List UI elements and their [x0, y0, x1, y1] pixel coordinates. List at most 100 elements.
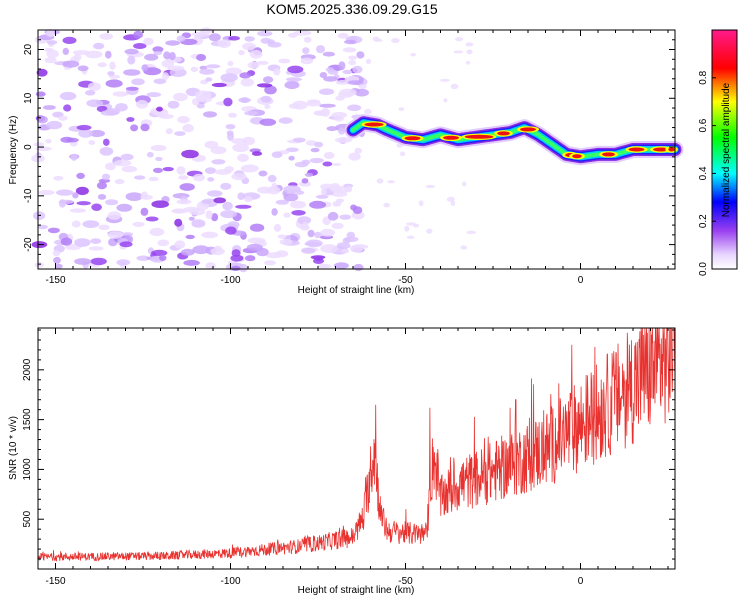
noise-blob [230, 254, 244, 262]
noise-blob [174, 131, 186, 137]
noise-blob [349, 244, 364, 253]
noise-blob [123, 69, 141, 76]
noise-blob [301, 178, 309, 184]
noise-blob [45, 138, 52, 144]
noise-blob [71, 220, 81, 228]
noise-blob [247, 61, 260, 69]
noise-blob [335, 137, 353, 143]
noise-blob [320, 244, 338, 254]
noise-blob [317, 263, 332, 269]
noise-blob [107, 211, 122, 220]
noise-blob [205, 262, 216, 270]
noise-blob [460, 245, 468, 250]
noise-blob [297, 216, 312, 225]
noise-blob [126, 117, 135, 122]
noise-blob [190, 66, 199, 73]
noise-blob [204, 167, 217, 175]
noise-blob [348, 55, 357, 60]
noise-blob [267, 41, 282, 48]
x-tick-label: -150 [45, 576, 65, 587]
noise-blob [196, 54, 207, 61]
colorbar-label: Normalized spectral amplitude [721, 82, 732, 217]
x-tick-label: -100 [220, 576, 240, 587]
x-tick-label: 0 [578, 576, 584, 587]
noise-blob [173, 92, 188, 102]
noise-blob [238, 50, 245, 56]
noise-blob [220, 210, 237, 219]
noise-blob [54, 263, 63, 269]
noise-blob [334, 116, 344, 122]
noise-blob [58, 199, 75, 204]
noise-blob [283, 212, 291, 218]
colorbar-frame [711, 29, 738, 270]
noise-blob [406, 235, 415, 239]
noise-blob [228, 112, 237, 118]
noise-blob [231, 173, 247, 181]
noise-blob [176, 199, 192, 205]
noise-blob [288, 32, 298, 38]
figure-title: KOM5.2025.336.09.29.G15 [266, 1, 437, 17]
noise-blob [232, 143, 250, 153]
noise-blob [275, 199, 289, 205]
noise-blob [285, 77, 303, 82]
noise-blob [210, 146, 227, 155]
spectrogram-frame [37, 29, 676, 270]
noise-blob [105, 162, 116, 171]
noise-blob [133, 43, 147, 49]
noise-blob [185, 234, 195, 240]
noise-blob [82, 220, 100, 229]
noise-blob [319, 72, 328, 79]
noise-blob [211, 159, 226, 165]
noise-blob [163, 51, 171, 60]
noise-blob [358, 84, 367, 89]
signal-peak-core [572, 154, 582, 159]
signal-peak-core [404, 136, 421, 141]
noise-blob [66, 137, 79, 143]
snr-x-label: Height of straight line (km) [298, 585, 415, 596]
noise-blob [466, 49, 473, 55]
noise-blob [320, 187, 327, 196]
noise-blob [301, 159, 311, 165]
x-tick-label: -100 [220, 275, 240, 286]
noise-blob [339, 88, 357, 97]
snr-series-line [37, 327, 676, 562]
noise-blob [181, 149, 199, 159]
noise-blob [310, 147, 320, 153]
noise-blob [342, 237, 351, 244]
noise-blob [192, 245, 210, 255]
noise-blob [136, 255, 150, 261]
noise-blob [35, 146, 52, 151]
noise-blob [319, 103, 336, 108]
noise-blob [455, 37, 464, 42]
noise-blob [353, 263, 364, 272]
noise-blob [191, 219, 206, 228]
noise-blob [273, 223, 282, 232]
noise-blob [257, 30, 273, 37]
noise-blob [259, 118, 277, 126]
noise-blob [196, 103, 205, 109]
noise-blob [278, 117, 293, 124]
noise-blob [356, 51, 365, 59]
noise-blob [303, 36, 312, 43]
noise-blob [338, 127, 346, 135]
y-tick-label: 500 [22, 510, 33, 527]
noise-blob [227, 60, 234, 67]
noise-blob [350, 204, 357, 211]
noise-blob [346, 231, 356, 239]
noise-blob [44, 47, 54, 53]
noise-blob [348, 152, 361, 161]
noise-blob [264, 85, 277, 95]
noise-blob [387, 180, 395, 184]
noise-blob [125, 192, 143, 202]
noise-blob [165, 128, 173, 135]
noise-blob [205, 77, 213, 82]
spectrogram-y-ticks: -20 -10 0 10 20 [23, 29, 675, 265]
noise-blob [90, 238, 102, 245]
noise-blob [271, 182, 278, 192]
noise-blob [167, 65, 185, 71]
noise-blob [33, 142, 45, 147]
noise-blob [293, 30, 312, 36]
noise-blob [249, 223, 265, 232]
noise-blob [207, 177, 215, 182]
noise-blob [227, 132, 234, 141]
